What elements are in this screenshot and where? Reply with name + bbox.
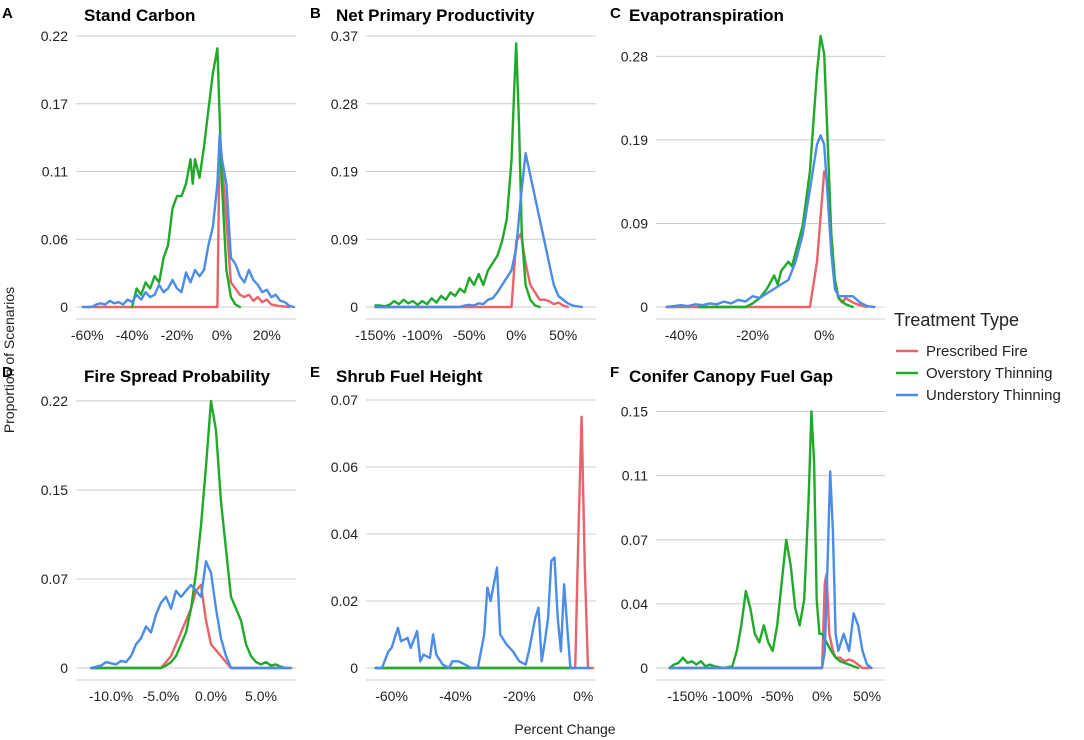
y-tick-label: 0 — [350, 660, 358, 676]
panel-letter: E — [310, 364, 320, 381]
panel-letter: D — [2, 364, 13, 381]
x-tick-label: -150% — [667, 688, 707, 704]
y-tick-label: 0.07 — [331, 392, 358, 408]
panel-title: Conifer Canopy Fuel Gap — [629, 367, 833, 386]
panel-letter: C — [610, 5, 621, 22]
x-tick-label: -20% — [503, 688, 536, 704]
x-axis-label: Percent Change — [514, 721, 615, 737]
y-tick-label: 0.09 — [331, 231, 358, 247]
y-tick-label: 0.19 — [331, 164, 358, 180]
panel-f: 0 0.04 0.07 0.11 0.15 -150% -100% -50% 0% 50% F Con… — [610, 364, 885, 704]
series-line-overstory-thinning — [668, 410, 860, 670]
series-line-prescribed-fire — [86, 133, 291, 309]
panel-title: Stand Carbon — [84, 6, 195, 25]
panels: 0 0.06 0.11 0.17 0.22 -60% -40% -20% 0% 20% A Stand… — [2, 5, 885, 704]
x-tick-label: 50% — [853, 688, 881, 704]
y-tick-label: 0.07 — [621, 532, 648, 548]
y-tick-label: 0.11 — [622, 468, 648, 484]
series-line-understory-thinning — [374, 556, 591, 670]
y-tick-label: 0 — [350, 299, 358, 315]
y-axis-label: Proportion of Scenarios — [1, 287, 17, 433]
panel-title: Shrub Fuel Height — [336, 367, 483, 386]
y-tick-label: 0 — [640, 660, 648, 676]
y-tick-label: 0.09 — [621, 215, 648, 231]
y-tick-label: 0.15 — [41, 482, 68, 498]
x-tick-label: -40% — [439, 688, 472, 704]
y-tick-label: 0.15 — [621, 404, 648, 420]
legend-label-prescribed-fire: Prescribed Fire — [926, 343, 1028, 360]
panel-letter: B — [310, 5, 321, 22]
legend-title: Treatment Type — [894, 310, 1019, 330]
x-tick-label: -100% — [712, 688, 752, 704]
legend-label-understory-thinning: Understory Thinning — [926, 387, 1061, 404]
x-tick-label: 20% — [253, 327, 281, 343]
series-line-understory-thinning — [81, 133, 295, 309]
x-tick-label: -40% — [665, 327, 698, 343]
y-tick-label: 0.28 — [331, 96, 358, 112]
x-tick-label: -20% — [736, 327, 769, 343]
x-tick-label: 0% — [573, 688, 593, 704]
y-tick-label: 0 — [60, 299, 68, 315]
y-tick-label: 0.07 — [41, 571, 68, 587]
series-line-understory-thinning — [89, 560, 293, 670]
panel-title: Fire Spread Probability — [84, 367, 271, 386]
panel-letter: F — [610, 364, 619, 381]
y-tick-label: 0.02 — [331, 593, 358, 609]
x-tick-label: 0.0% — [195, 688, 227, 704]
x-tick-label: -50% — [453, 327, 486, 343]
panel-letter: A — [2, 5, 13, 22]
panel-b: 0 0.09 0.19 0.28 0.37 -150% -100% -50% 0% 50% B Net… — [310, 5, 596, 343]
y-tick-label: 0.06 — [41, 231, 68, 247]
series-line-understory-thinning — [374, 152, 584, 309]
x-tick-label: 5.0% — [245, 688, 277, 704]
x-tick-label: -40% — [116, 327, 149, 343]
y-tick-label: 0.28 — [621, 48, 648, 64]
x-tick-label: 50% — [549, 327, 577, 343]
y-tick-label: 0.04 — [331, 526, 358, 542]
series-line-overstory-thinning — [374, 42, 541, 309]
series-line-prescribed-fire — [89, 583, 293, 670]
legend: Treatment Type Prescribed Fire Overstory… — [894, 310, 1061, 404]
series-line-understory-thinning — [665, 134, 876, 309]
x-tick-label: -150% — [355, 327, 395, 343]
y-tick-label: 0 — [640, 299, 648, 315]
panel-c: 0 0.09 0.19 0.28 -40% -20% 0% C Evapotranspirati… — [610, 5, 885, 343]
series-line-overstory-thinning — [89, 399, 288, 670]
panel-e: 0 0.02 0.04 0.06 0.07 -60% -40% -20% 0% E Shrub Fu… — [310, 364, 596, 704]
x-tick-label: -60% — [375, 688, 408, 704]
y-tick-label: 0.17 — [41, 96, 68, 112]
y-tick-label: 0.22 — [41, 28, 68, 44]
series-line-prescribed-fire — [668, 572, 873, 670]
y-tick-label: 0 — [60, 660, 68, 676]
x-tick-label: 0% — [212, 327, 232, 343]
x-tick-label: 0% — [814, 327, 834, 343]
series-line-prescribed-fire — [374, 232, 569, 309]
y-tick-label: 0.06 — [331, 459, 358, 475]
series-line-overstory-thinning — [697, 34, 854, 309]
y-tick-label: 0.22 — [41, 393, 68, 409]
x-tick-label: 0% — [506, 327, 526, 343]
y-tick-label: 0.19 — [621, 132, 648, 148]
panel-title: Net Primary Productivity — [336, 6, 535, 25]
panel-d: 0 0.07 0.15 0.22 -10.0% -5.0% 0.0% 5.0% D Fire Sp… — [2, 364, 296, 704]
x-tick-label: -100% — [402, 327, 442, 343]
y-tick-label: 0.11 — [42, 164, 68, 180]
x-tick-label: -10.0% — [89, 688, 133, 704]
x-tick-label: -50% — [761, 688, 794, 704]
legend-label-overstory-thinning: Overstory Thinning — [926, 365, 1052, 382]
series-line-understory-thinning — [668, 470, 873, 670]
x-tick-label: 0% — [812, 688, 832, 704]
x-tick-label: -60% — [71, 327, 104, 343]
panel-title: Evapotranspiration — [629, 6, 784, 25]
y-tick-label: 0.04 — [621, 596, 648, 612]
x-tick-label: -5.0% — [143, 688, 180, 704]
x-tick-label: -20% — [161, 327, 194, 343]
y-tick-label: 0.37 — [331, 28, 358, 44]
panel-a: 0 0.06 0.11 0.17 0.22 -60% -40% -20% 0% 20% A Stand… — [2, 5, 296, 343]
